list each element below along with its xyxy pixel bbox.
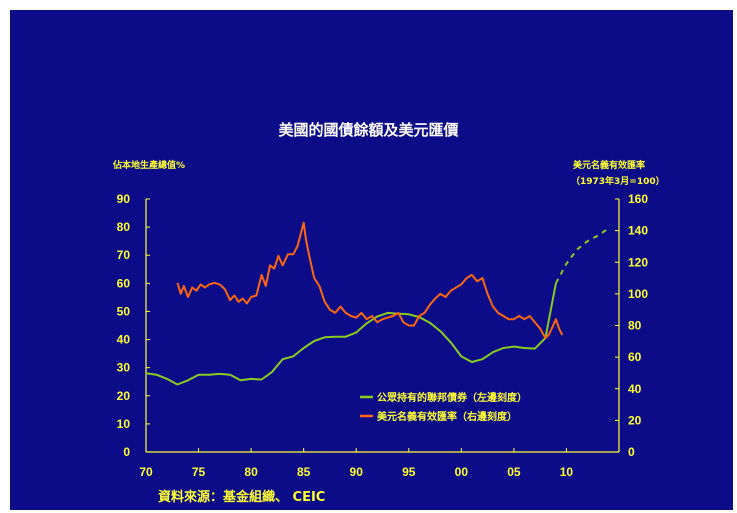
x-tick-label: 95 — [402, 465, 416, 479]
right-y-tick-label: 160 — [628, 192, 648, 206]
left-y-tick-label: 0 — [123, 445, 130, 459]
left-y-tick-label: 40 — [117, 333, 131, 347]
right-axis-note: （1973年3月=100） — [571, 177, 665, 187]
x-tick-label: 80 — [244, 465, 258, 479]
left-y-tick-label: 70 — [117, 248, 131, 262]
left-axis-title: 佔本地生產總值% — [113, 161, 186, 171]
x-tick-label: 90 — [350, 465, 364, 479]
x-tick-label: 75 — [192, 465, 206, 479]
x-tick-label: 05 — [507, 465, 521, 479]
legend-label: 公眾持有的聯邦債券（左邊刻度） — [377, 391, 527, 404]
federal-debt-projection-line — [555, 227, 610, 284]
slide-background — [10, 10, 733, 510]
left-y-tick-label: 50 — [117, 304, 131, 318]
right-y-tick-label: 60 — [628, 350, 642, 364]
left-y-tick-label: 20 — [117, 389, 131, 403]
right-y-tick-label: 20 — [628, 413, 642, 427]
x-tick-label: 70 — [139, 465, 153, 479]
chart-title: 美國的國債餘額及美元匯價 — [278, 121, 459, 139]
right-y-tick-label: 80 — [628, 319, 642, 333]
x-tick-label: 85 — [297, 465, 311, 479]
left-y-tick-label: 10 — [117, 417, 131, 431]
left-y-tick-label: 90 — [117, 192, 131, 206]
right-y-tick-label: 120 — [628, 255, 648, 269]
left-y-tick-label: 60 — [117, 276, 131, 290]
usd-exchange-rate-line — [176, 221, 564, 340]
x-tick-label: 10 — [560, 465, 574, 479]
legend-label: 美元名義有效匯率（右邊刻度） — [377, 410, 517, 423]
right-y-tick-label: 0 — [628, 445, 635, 459]
right-y-tick-label: 140 — [628, 224, 648, 238]
x-tick-label: 00 — [455, 465, 469, 479]
right-y-tick-label: 100 — [628, 287, 648, 301]
right-y-tick-label: 40 — [628, 382, 642, 396]
federal-debt-line — [145, 283, 557, 386]
left-y-tick-label: 80 — [117, 220, 131, 234]
right-axis-title: 美元名義有效匯率 — [573, 161, 646, 171]
source-note: 資料來源：基金組織、 CEIC — [158, 490, 326, 505]
left-y-tick-label: 30 — [117, 361, 131, 375]
